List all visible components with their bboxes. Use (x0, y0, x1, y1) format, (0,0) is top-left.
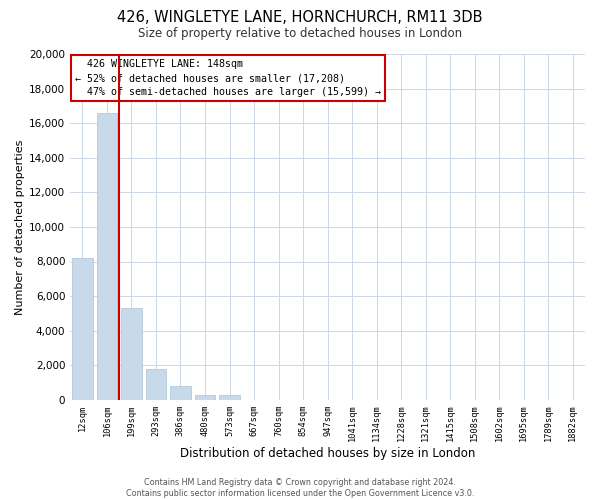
X-axis label: Distribution of detached houses by size in London: Distribution of detached houses by size … (180, 447, 475, 460)
Text: 426 WINGLETYE LANE: 148sqm
← 52% of detached houses are smaller (17,208)
  47% o: 426 WINGLETYE LANE: 148sqm ← 52% of deta… (76, 59, 382, 97)
Bar (121, 308, 142, 400)
Bar (170, 386, 191, 400)
Bar (219, 394, 240, 400)
Text: Size of property relative to detached houses in London: Size of property relative to detached ho… (138, 28, 462, 40)
Bar (72, 258, 93, 400)
Text: Contains HM Land Registry data © Crown copyright and database right 2024.
Contai: Contains HM Land Registry data © Crown c… (126, 478, 474, 498)
Bar (97, 113, 118, 400)
Text: 426, WINGLETYE LANE, HORNCHURCH, RM11 3DB: 426, WINGLETYE LANE, HORNCHURCH, RM11 3D… (117, 10, 483, 25)
Bar (194, 394, 215, 400)
Bar (146, 368, 166, 400)
Y-axis label: Number of detached properties: Number of detached properties (15, 139, 25, 314)
